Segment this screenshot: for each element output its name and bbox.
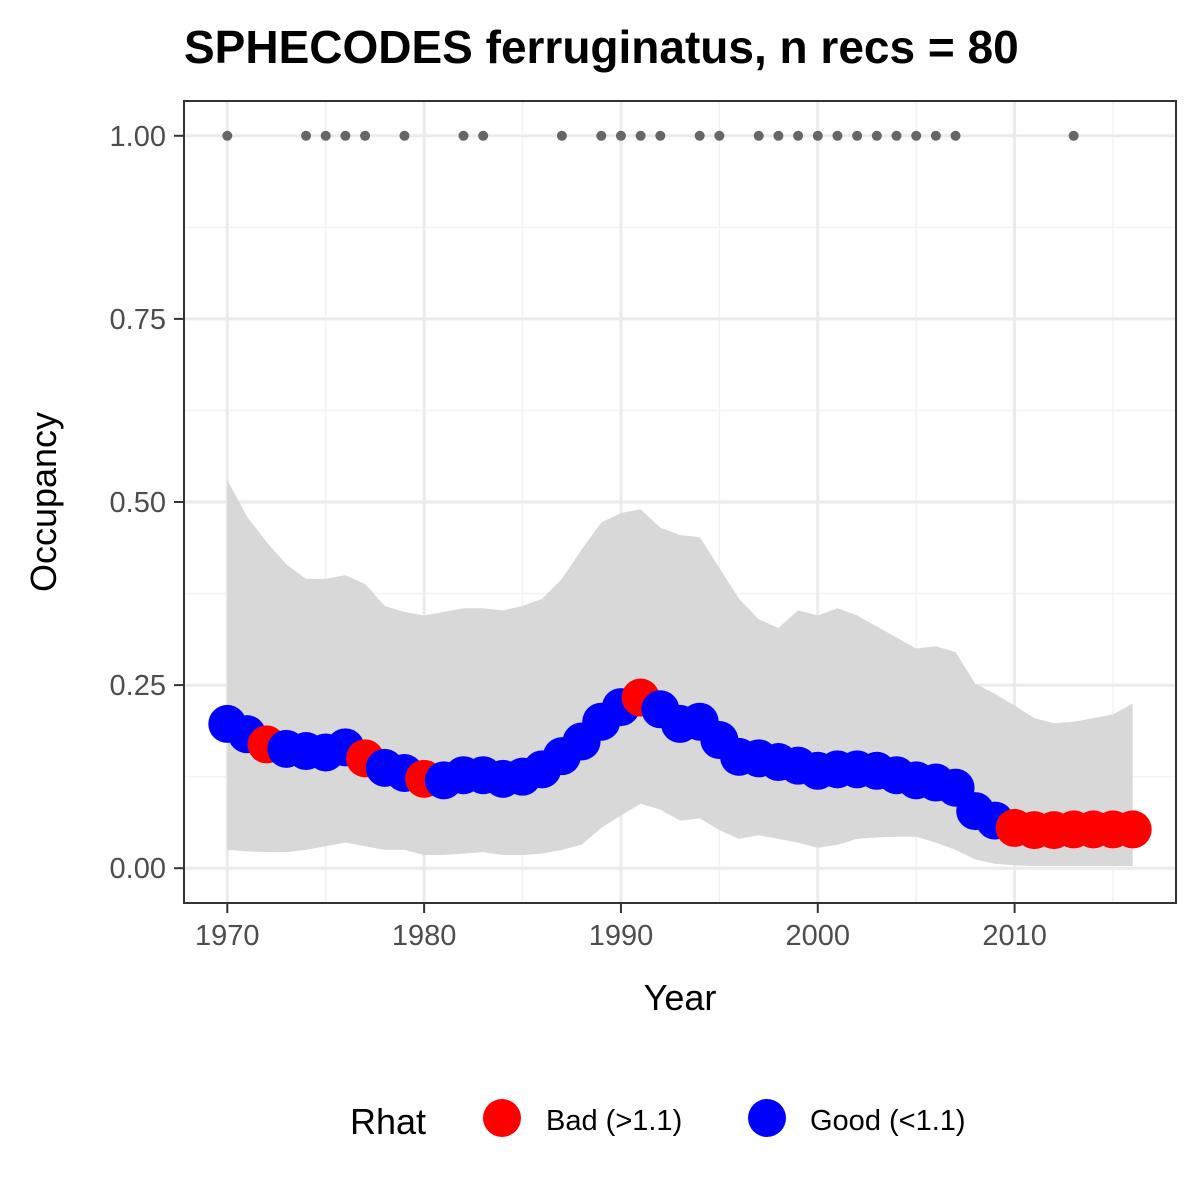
x-tick-label: 1990 [589, 920, 654, 952]
y-tick-label: 0.75 [110, 304, 166, 336]
y-tick-label: 0.25 [110, 670, 166, 702]
record-point [458, 131, 468, 141]
record-point [478, 131, 488, 141]
record-point [636, 131, 646, 141]
y-axis-title: Occupancy [23, 412, 64, 592]
x-tick-label: 1980 [392, 920, 457, 952]
record-point [616, 131, 626, 141]
record-point [222, 131, 232, 141]
y-tick-label: 0.50 [110, 487, 166, 519]
record-point [872, 131, 882, 141]
record-point [852, 131, 862, 141]
legend-key-good [748, 1099, 786, 1137]
record-point [695, 131, 705, 141]
x-axis-title: Year [644, 977, 717, 1018]
legend-key-bad [483, 1099, 521, 1137]
record-point [714, 131, 724, 141]
record-point [596, 131, 606, 141]
x-tick-label: 2000 [786, 920, 851, 952]
y-tick-label: 1.00 [110, 121, 166, 153]
record-point [793, 131, 803, 141]
record-point [557, 131, 567, 141]
record-point [399, 131, 409, 141]
legend-title: Rhat [350, 1101, 426, 1142]
record-point [655, 131, 665, 141]
record-point [931, 131, 941, 141]
legend-label-bad: Bad (>1.1) [546, 1105, 682, 1137]
record-point [340, 131, 350, 141]
x-tick-label: 1970 [195, 920, 260, 952]
record-point [951, 131, 961, 141]
legend-label-good: Good (<1.1) [810, 1105, 966, 1137]
record-point [321, 131, 331, 141]
record-point [892, 131, 902, 141]
record-point [754, 131, 764, 141]
record-point [813, 131, 823, 141]
y-tick-label: 0.00 [110, 853, 166, 885]
chart-title: SPHECODES ferruginatus, n recs = 80 [184, 21, 1019, 73]
record-point [1069, 131, 1079, 141]
record-point [911, 131, 921, 141]
x-tick-label: 2010 [982, 920, 1047, 952]
record-point [360, 131, 370, 141]
record-point [832, 131, 842, 141]
occupancy-point [1114, 810, 1152, 848]
record-point [773, 131, 783, 141]
record-point [301, 131, 311, 141]
